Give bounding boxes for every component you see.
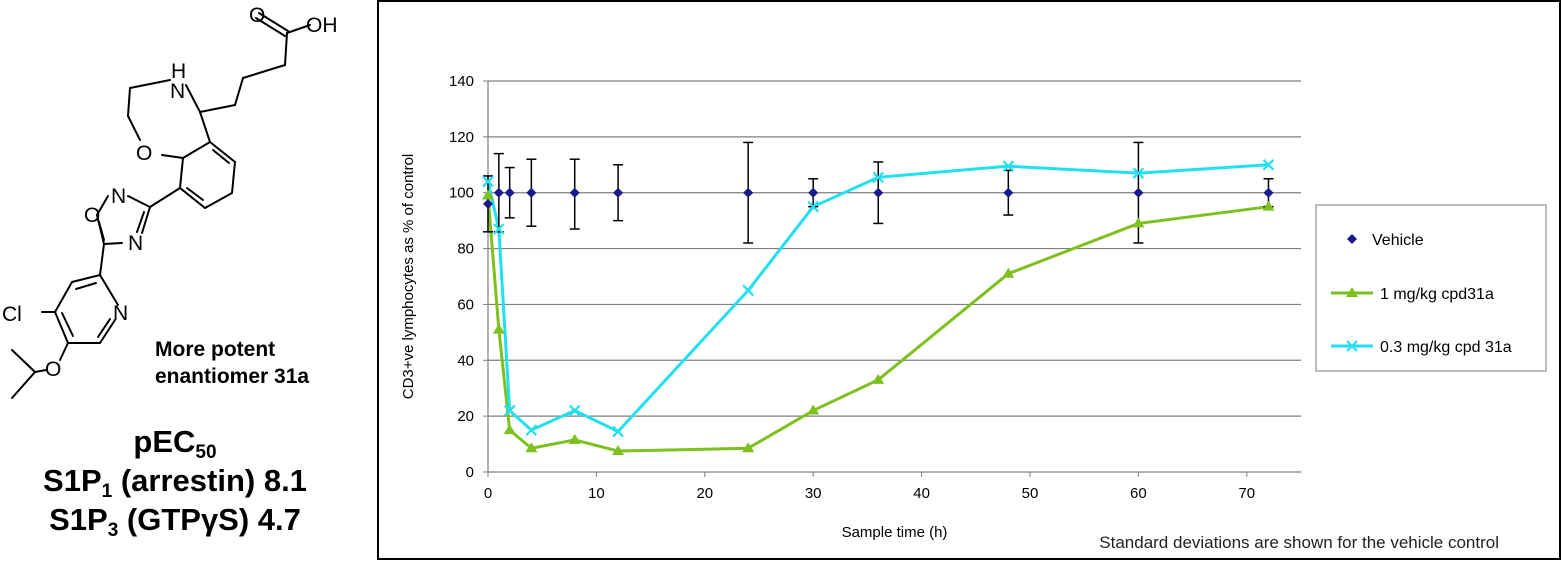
x-tick-label: 30: [805, 485, 822, 502]
data-point: [873, 187, 884, 198]
x-tick-label: 40: [913, 485, 930, 502]
data-point: [492, 323, 505, 334]
potency-block: pEC50 S1P1 (arrestin) 8.1 S1P3 (GTPγS) 4…: [0, 422, 350, 541]
atom-oxadiazole-n1: N: [111, 185, 126, 208]
s1p3-potency: S1P3 (GTPγS) 4.7: [49, 502, 301, 541]
data-point: [807, 200, 819, 213]
data-point: [1002, 267, 1015, 278]
data-point: [807, 404, 820, 415]
atom-amine-n: N: [170, 80, 185, 103]
data-point: [743, 187, 754, 198]
data-point: [1262, 200, 1275, 211]
y-tick-label: 140: [449, 73, 474, 90]
atom-pyridine-n: N: [113, 302, 128, 325]
x-axis-title: Sample time (h): [842, 524, 948, 541]
legend-marker: [1346, 287, 1358, 297]
data-point: [1132, 167, 1145, 179]
data-point: [482, 175, 494, 188]
atom-chloro: Cl: [2, 303, 22, 326]
data-point: [525, 424, 538, 436]
legend-label: 0.3 mg/kg cpd 31a: [1380, 339, 1512, 356]
data-point: [1003, 187, 1014, 198]
legend-marker: [1347, 234, 1357, 244]
data-point: [612, 425, 624, 438]
x-tick-label: 10: [588, 485, 605, 502]
enantiomer-caption: More potent enantiomer 31a: [155, 336, 309, 390]
legend-marker: [1346, 340, 1358, 352]
pec50-heading: pEC50: [133, 424, 217, 463]
y-tick-label: 100: [449, 185, 474, 202]
atom-carbonyl-o: O: [249, 4, 265, 27]
atom-hydroxyl: OH: [306, 14, 338, 37]
y-tick-label: 60: [457, 296, 474, 313]
y-tick-label: 80: [457, 241, 474, 258]
caption-line-2: enantiomer 31a: [155, 365, 310, 388]
data-point: [1262, 159, 1275, 171]
data-point: [525, 442, 538, 453]
data-point: [612, 445, 625, 456]
atom-amine-h: H: [171, 60, 186, 83]
data-point: [526, 187, 537, 198]
data-point: [1002, 160, 1015, 172]
y-tick-label: 0: [466, 464, 474, 481]
legend-label: Vehicle: [1372, 232, 1424, 249]
data-point: [504, 187, 515, 198]
atom-oxadiazole-n2: N: [128, 232, 143, 255]
data-point: [742, 284, 754, 297]
x-tick-label: 60: [1130, 485, 1147, 502]
atom-isopropoxy-o: O: [45, 358, 61, 381]
data-point: [1133, 187, 1144, 198]
data-point: [493, 187, 504, 198]
x-tick-label: 20: [696, 485, 713, 502]
caption-line-1: More potent: [155, 338, 276, 361]
x-tick-label: 70: [1238, 485, 1255, 502]
series-line: [486, 195, 1269, 453]
data-point: [872, 171, 885, 184]
data-point: [568, 404, 581, 417]
legend-label: 1 mg/kg cpd31a: [1380, 286, 1494, 303]
data-point: [569, 187, 580, 198]
data-point: [613, 187, 624, 198]
atom-ether-o: O: [136, 142, 152, 165]
data-point: [568, 433, 581, 444]
y-tick-label: 40: [457, 352, 474, 369]
data-point: [872, 373, 885, 384]
y-axis-title: CD3+ve lymphocytes as % of control: [400, 154, 417, 400]
data-point: [808, 187, 819, 198]
std-dev-note: Standard deviations are shown for the ve…: [1099, 533, 1499, 552]
atom-oxadiazole-o: O: [84, 204, 100, 227]
y-tick-label: 20: [457, 408, 474, 425]
data-point: [482, 189, 494, 200]
chart-frame: 0 20 40 60 80 100 120 140 0 10 20 30 40 50 60 70 Sample …: [377, 0, 1561, 560]
s1p1-potency: S1P1 (arrestin) 8.1: [43, 463, 307, 502]
data-point: [742, 442, 755, 453]
x-tick-label: 0: [484, 485, 492, 502]
data-point: [503, 404, 516, 417]
chemical-structure: O OH H N O N O N Cl N O: [2, 4, 338, 399]
data-point: [493, 223, 505, 235]
data-point: [483, 198, 493, 209]
data-point: [503, 424, 516, 435]
data-point: [1263, 187, 1274, 198]
lymphocyte-chart: 0 20 40 60 80 100 120 140 0 10 20 30 40 50 60 70 Sample …: [400, 73, 1547, 552]
y-tick-label: 120: [449, 129, 474, 146]
series-line: [486, 163, 1269, 434]
x-tick-label: 50: [1022, 485, 1039, 502]
data-point: [1132, 217, 1145, 228]
